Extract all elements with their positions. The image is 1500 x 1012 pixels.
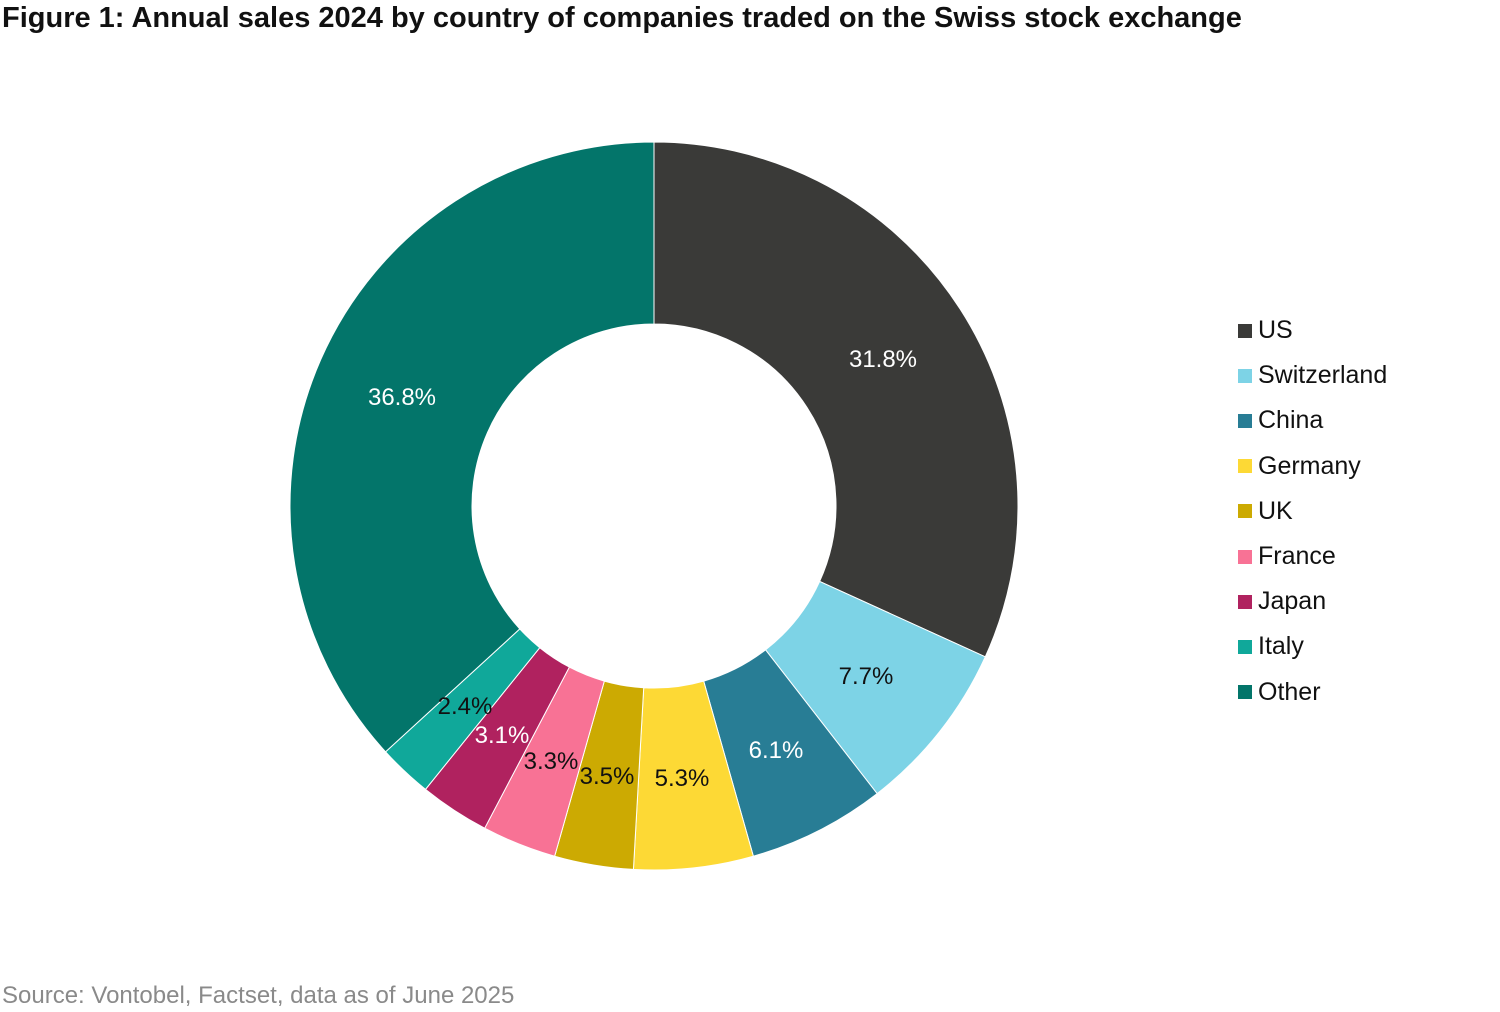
legend-item-us: US [1238,308,1387,353]
legend-swatch [1238,594,1252,609]
slice-other [289,141,655,753]
legend-swatch [1238,459,1252,474]
legend-item-switzerland: Switzerland [1238,353,1387,398]
data-label-switzerland: 7.7% [839,663,894,690]
legend-label: Japan [1258,587,1327,616]
source-note: Source: Vontobel, Factset, data as of Ju… [2,982,515,1009]
data-label-germany: 5.3% [655,765,710,792]
legend-swatch [1238,368,1252,383]
legend-label: US [1258,316,1293,345]
legend-swatch [1238,685,1252,700]
legend-item-france: France [1238,534,1387,579]
legend-swatch [1238,549,1252,564]
legend-label: China [1258,406,1324,435]
legend-label: Switzerland [1258,361,1388,390]
legend-swatch [1238,413,1252,428]
data-label-uk: 3.5% [580,763,635,790]
legend-label: Italy [1258,632,1304,661]
chart-title: Figure 1: Annual sales 2024 by country o… [2,2,1242,34]
legend-swatch [1238,323,1252,338]
data-label-italy: 2.4% [438,693,493,720]
slice-us [653,141,1019,658]
legend-item-china: China [1238,398,1387,443]
data-label-japan: 3.1% [475,722,530,749]
legend-label: Germany [1258,451,1361,480]
legend: US Switzerland China Germany UK France Japan It… [1238,308,1387,715]
legend-item-italy: Italy [1238,624,1387,669]
data-label-china: 6.1% [749,737,804,764]
legend-item-other: Other [1238,670,1387,715]
legend-item-japan: Japan [1238,579,1387,624]
legend-swatch [1238,639,1252,654]
legend-item-germany: Germany [1238,444,1387,489]
data-label-other: 36.8% [368,384,436,411]
legend-item-uk: UK [1238,489,1387,534]
legend-label: France [1258,542,1336,571]
data-label-us: 31.8% [849,346,917,373]
legend-label: Other [1258,677,1321,706]
legend-swatch [1238,504,1252,519]
legend-label: UK [1258,496,1293,525]
data-label-france: 3.3% [524,748,579,775]
